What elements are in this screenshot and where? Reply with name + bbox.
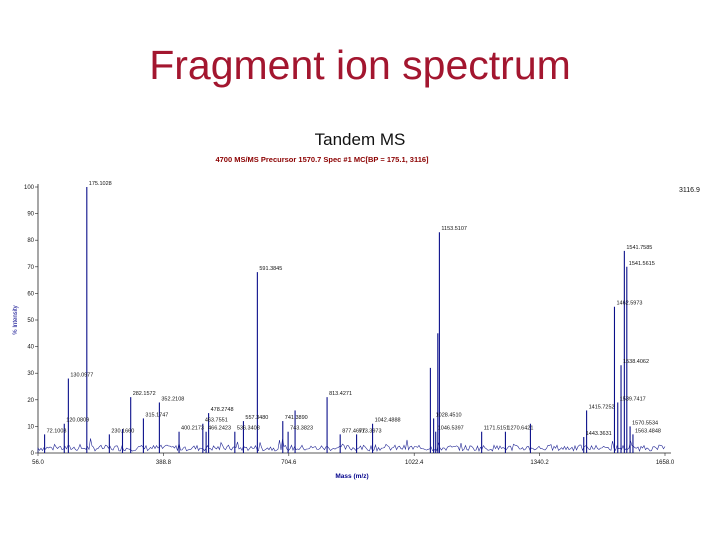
y-tick-label: 30 bbox=[27, 371, 34, 377]
peak-label: 230.1660 bbox=[111, 428, 134, 434]
peak-label: 352.2108 bbox=[161, 396, 184, 402]
peak-label: 877.4677 bbox=[342, 428, 365, 434]
y-tick-label: 10 bbox=[27, 424, 34, 430]
peak-label: 913.3973 bbox=[359, 428, 382, 434]
peak-label: 1028.4510 bbox=[436, 412, 462, 418]
y-tick-label: 20 bbox=[27, 398, 34, 404]
peak-label: 1538.4062 bbox=[623, 359, 649, 365]
peak-label: 1153.5107 bbox=[441, 226, 467, 232]
peak-label: 743.3823 bbox=[290, 426, 313, 432]
peak-label: 557.3480 bbox=[245, 415, 268, 421]
y-tick-label: 0 bbox=[31, 451, 35, 457]
peak-label: 1541.5615 bbox=[629, 261, 655, 267]
peaks-group bbox=[44, 187, 634, 453]
peak-label: 478.2748 bbox=[211, 407, 234, 413]
peak-label: 120.0809 bbox=[66, 418, 89, 424]
x-tick-label: 1340.2 bbox=[530, 460, 549, 466]
peak-label: 1570.5534 bbox=[632, 420, 658, 426]
chart-axes: 0 10 20 30 40 50 60 70 80 90 100 56.0 388.8 704.6 1022… bbox=[24, 184, 675, 466]
x-tick-label: 56.0 bbox=[32, 460, 44, 466]
peak-label: 1443.3631 bbox=[586, 431, 612, 437]
peak-label: 1270.6421 bbox=[507, 426, 533, 432]
y-tick-label: 60 bbox=[27, 291, 34, 297]
peak-labels-group: 72.1003 120.0809 130.0977 175.1028 230.1660 2… bbox=[47, 181, 661, 437]
peak-label: 813.4271 bbox=[329, 391, 352, 397]
peak-label: 1042.4888 bbox=[375, 418, 401, 424]
y-tick-label: 90 bbox=[27, 212, 34, 218]
peak-label: 1539.7417 bbox=[620, 396, 646, 402]
peak-label: 741.3890 bbox=[285, 415, 308, 421]
x-tick-label: 388.8 bbox=[156, 460, 172, 466]
y-tick-label: 50 bbox=[27, 318, 34, 324]
y-tick-label: 80 bbox=[27, 238, 34, 244]
max-intensity-label: 3116.9 bbox=[679, 187, 700, 194]
x-tick-label: 704.6 bbox=[281, 460, 297, 466]
slide-title: Fragment ion spectrum bbox=[149, 42, 571, 88]
y-tick-label: 40 bbox=[27, 345, 34, 351]
chart-subtitle: Tandem MS bbox=[314, 130, 406, 149]
peak-label: 130.0977 bbox=[70, 373, 93, 379]
peak-label: 1541.7585 bbox=[626, 245, 652, 251]
peak-label: 400.2173 bbox=[181, 426, 204, 432]
peak-label: 1563.4848 bbox=[635, 428, 661, 434]
y-axis-label: % Intensity bbox=[13, 305, 19, 334]
peak-label: 536.3408 bbox=[237, 426, 260, 432]
peak-label: 175.1028 bbox=[89, 181, 112, 187]
y-tick-label: 100 bbox=[24, 185, 35, 191]
x-axis-label: Mass (m/z) bbox=[335, 473, 368, 480]
noise-trace bbox=[37, 438, 666, 453]
peak-label: 72.1003 bbox=[47, 428, 67, 434]
peak-label: 1462.5973 bbox=[616, 301, 642, 307]
peak-label: 466.2423 bbox=[208, 426, 231, 432]
peak-label: 463.7551 bbox=[205, 418, 228, 424]
peak-label: 591.3845 bbox=[259, 266, 282, 272]
spectrum-header: 4700 MS/MS Precursor 1570.7 Spec #1 MC[B… bbox=[215, 155, 429, 164]
peak-label: 282.1572 bbox=[133, 391, 156, 397]
peak-label: 1415.7252 bbox=[589, 404, 615, 410]
y-tick-label: 70 bbox=[27, 265, 34, 271]
peak-label: 315.1747 bbox=[145, 412, 168, 418]
x-tick-label: 1658.0 bbox=[656, 460, 675, 466]
peak-label: 1171.5151 bbox=[484, 426, 510, 432]
peak-label: 1046.5397 bbox=[438, 426, 464, 432]
x-tick-label: 1022.4 bbox=[405, 460, 424, 466]
baseline-noise bbox=[37, 438, 666, 453]
